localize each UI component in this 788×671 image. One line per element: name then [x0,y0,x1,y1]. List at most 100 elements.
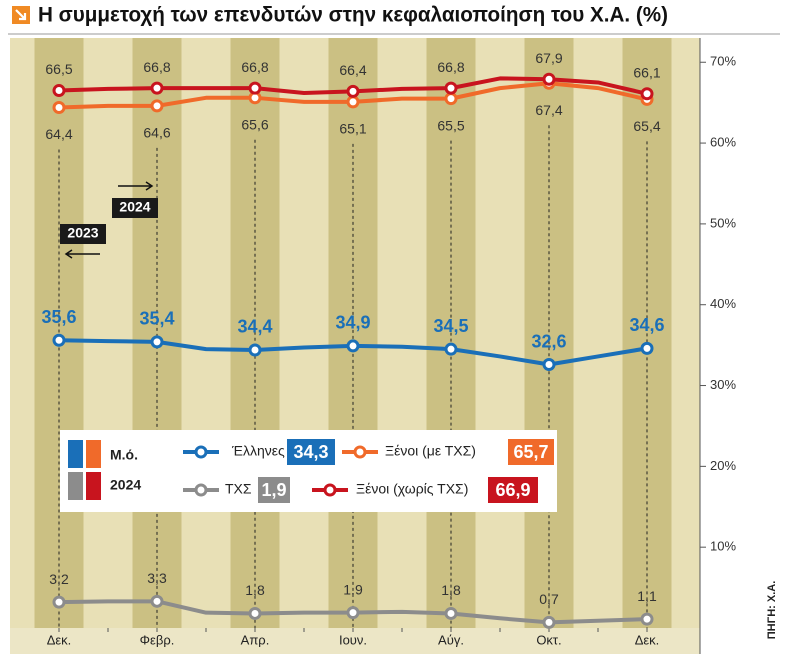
x-tick-label: Δεκ. [47,632,72,647]
legend-marker [194,483,208,497]
average-label: 1,9 [261,480,286,500]
x-tick-label: Αύγ. [438,632,464,647]
point [248,606,262,620]
year-arrow [118,181,154,191]
data-label: 66,8 [241,59,268,75]
point [150,81,164,95]
legend-marker [353,445,367,459]
data-label: 34,6 [629,315,664,335]
x-tick-label: Οκτ. [536,632,561,647]
stripe [132,38,182,628]
average-box [488,477,538,503]
data-label: 64,6 [143,125,170,141]
data-label: 35,4 [139,309,174,329]
point [248,81,262,95]
average-box [508,439,554,465]
y-tick-label: 60% [710,135,736,150]
data-label: 0,7 [539,591,559,607]
y-tick-label: 50% [710,215,736,230]
point [640,341,654,355]
data-label: 1,8 [245,582,265,598]
legend-header: 2024 [110,477,141,493]
average-label: 34,3 [293,442,328,462]
legend-swatch [86,440,101,468]
data-label: 66,5 [45,61,72,77]
x-tick-label: Φεβρ. [140,632,175,647]
data-label: 66,8 [437,59,464,75]
point [52,595,66,609]
point [52,333,66,347]
data-label: 1,1 [637,588,657,604]
data-label: 65,5 [437,117,464,133]
point [346,84,360,98]
data-label: 1,8 [441,582,461,598]
y-tick-label: 40% [710,296,736,311]
source: ΠΗΓΗ: Χ.Α. [766,581,778,640]
legend-label: ΤΧΣ [225,481,252,497]
x-tick-label: Ιουν. [339,632,367,647]
legend-label: Ξένοι (χωρίς ΤΧΣ) [356,481,468,497]
legend-label: Ξένοι (με ΤΧΣ) [385,443,476,459]
title-icon-arrow [15,9,27,21]
data-label: 65,1 [339,121,366,137]
point [640,87,654,101]
point [444,92,458,106]
data-label: 64,4 [45,126,72,142]
legend-swatch [68,472,83,500]
point [52,84,66,98]
point [248,343,262,357]
legend-swatch [68,440,83,468]
point [150,335,164,349]
point [346,339,360,353]
data-label: 65,4 [633,118,660,134]
data-label: 34,4 [237,317,272,337]
data-label: 66,8 [143,59,170,75]
data-label: 35,6 [41,307,76,327]
x-tick-label: Δεκ. [635,632,660,647]
average-box [258,477,290,503]
y-tick-label: 10% [710,539,736,554]
year-box [112,198,158,218]
year-label: 2023 [67,225,98,241]
year-box [60,224,106,244]
data-label: 67,9 [535,50,562,66]
point [542,358,556,372]
point [150,594,164,608]
data-label: 1,9 [343,581,363,597]
x-axis-band [10,628,700,654]
point [444,342,458,356]
average-label: 65,7 [513,442,548,462]
point [542,72,556,86]
point [444,81,458,95]
data-label: 34,5 [433,316,468,336]
point [52,101,66,115]
data-label: 67,4 [535,102,562,118]
y-tick-label: 20% [710,458,736,473]
data-label: 66,1 [633,64,660,80]
legend-header: Μ.ό. [110,447,138,463]
point [542,615,556,629]
stripe [622,38,672,628]
data-label: 65,6 [241,117,268,133]
point [150,99,164,113]
data-label: 32,6 [531,331,566,351]
average-label: 66,9 [495,480,530,500]
legend-label: Έλληνες [231,443,285,459]
y-tick-label: 30% [710,377,736,392]
x-tick-label: Απρ. [241,632,270,647]
point [640,612,654,626]
legend-swatch [86,472,101,500]
legend-marker [194,445,208,459]
point [346,95,360,109]
data-label: 3,3 [147,570,167,586]
average-box [287,439,335,465]
point [346,606,360,620]
point [444,606,458,620]
data-label: 34,9 [335,313,370,333]
legend-marker [323,483,337,497]
data-label: 3,2 [49,571,69,587]
data-label: 66,4 [339,62,366,78]
y-tick-label: 70% [710,54,736,69]
chart-title: Η συμμετοχή των επενδυτών στην κεφαλαιοπ… [38,4,668,27]
